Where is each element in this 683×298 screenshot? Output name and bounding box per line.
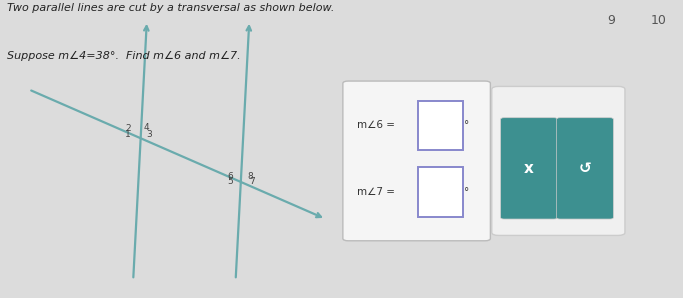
FancyBboxPatch shape <box>343 81 490 241</box>
FancyBboxPatch shape <box>418 167 463 217</box>
Text: m∠6 =: m∠6 = <box>357 120 398 130</box>
FancyBboxPatch shape <box>492 86 625 235</box>
FancyBboxPatch shape <box>418 100 463 150</box>
Text: 4: 4 <box>144 123 150 132</box>
Text: Suppose m∠4=38°.  Find m∠6 and m∠7.: Suppose m∠4=38°. Find m∠6 and m∠7. <box>7 51 240 61</box>
Text: 7: 7 <box>249 177 255 186</box>
Text: 6: 6 <box>227 172 233 181</box>
Text: 1: 1 <box>125 130 130 139</box>
Text: 5: 5 <box>227 177 233 186</box>
Text: 8: 8 <box>248 172 253 181</box>
Text: 2: 2 <box>125 124 130 133</box>
Text: Two parallel lines are cut by a transversal as shown below.: Two parallel lines are cut by a transver… <box>7 3 334 13</box>
FancyBboxPatch shape <box>501 118 557 219</box>
Text: °: ° <box>464 120 470 130</box>
Text: m∠7 =: m∠7 = <box>357 187 398 197</box>
Text: °: ° <box>464 187 470 197</box>
Text: 3: 3 <box>147 130 152 139</box>
Text: 9: 9 <box>607 14 615 27</box>
Text: 10: 10 <box>651 14 667 27</box>
Text: ↺: ↺ <box>579 161 591 176</box>
Text: x: x <box>524 161 534 176</box>
FancyBboxPatch shape <box>557 118 613 219</box>
